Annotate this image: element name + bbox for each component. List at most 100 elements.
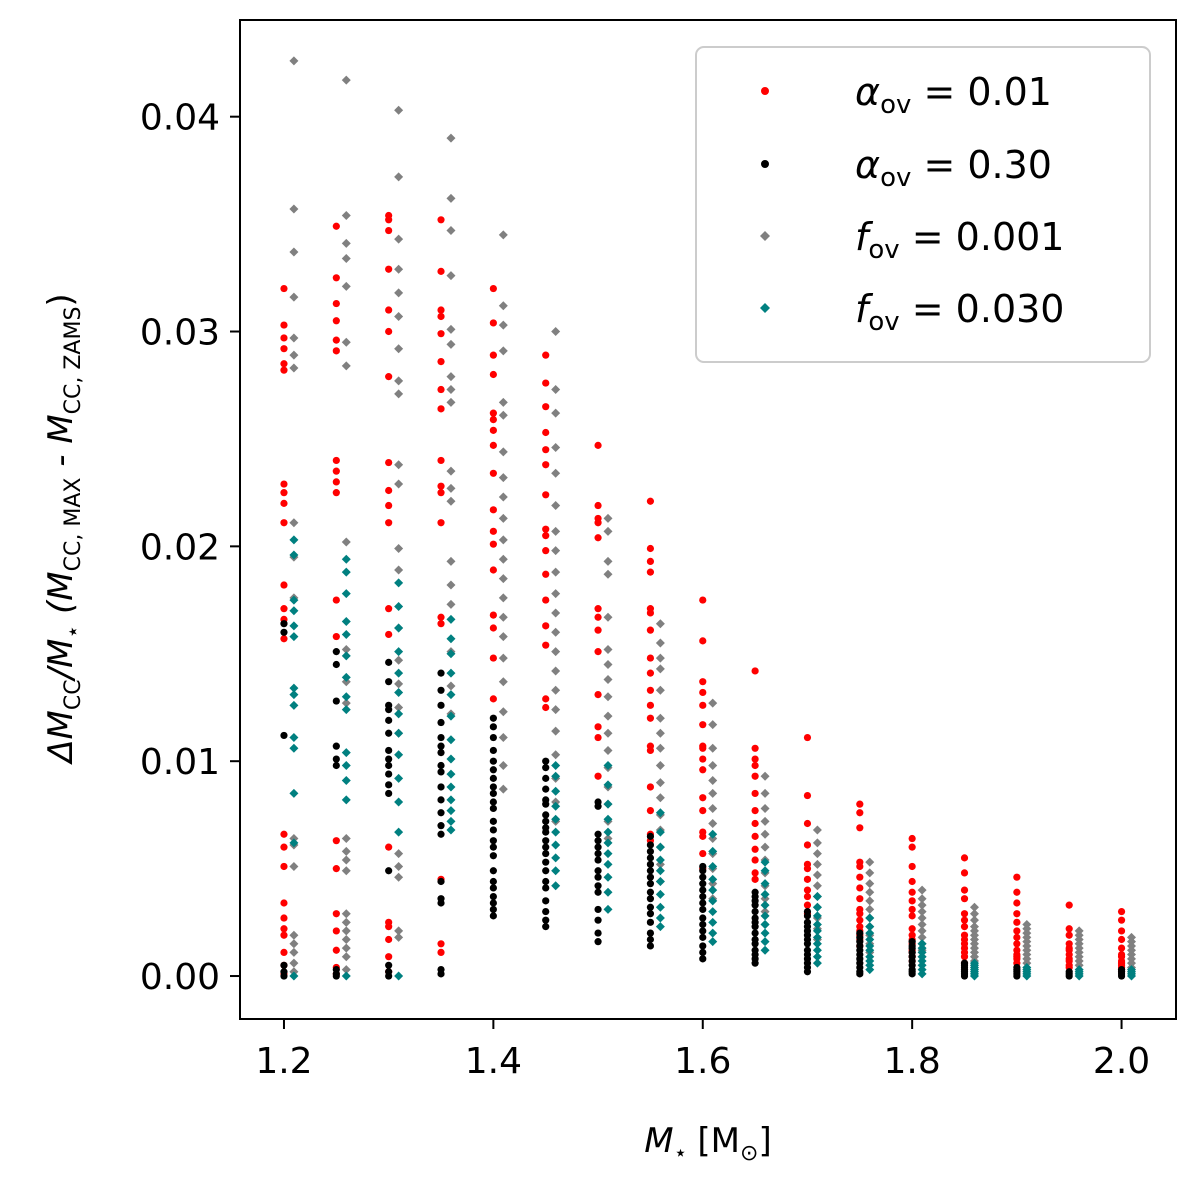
data-point (394, 578, 404, 588)
data-point (603, 814, 613, 824)
data-point (498, 301, 508, 311)
data-point (289, 939, 299, 949)
data-point (1013, 940, 1021, 948)
data-point (760, 911, 770, 921)
data-point (594, 905, 602, 914)
data-point (394, 827, 404, 837)
data-point (646, 807, 655, 815)
data-point (437, 330, 445, 338)
data-point (542, 379, 550, 387)
data-point (341, 846, 351, 856)
legend-value-alpha-030: = 0.30 (911, 143, 1052, 187)
data-point (280, 581, 288, 589)
data-point (594, 501, 602, 510)
data-point (803, 841, 812, 849)
data-point (708, 861, 718, 871)
data-point (751, 907, 759, 916)
data-point (341, 238, 351, 248)
data-point (498, 784, 508, 794)
data-point (1013, 946, 1021, 954)
data-point (551, 627, 561, 637)
data-point (655, 713, 665, 723)
data-point (603, 728, 613, 738)
data-point (812, 825, 822, 835)
data-point (960, 854, 969, 862)
data-point (489, 912, 497, 920)
data-point (751, 875, 759, 883)
data-point (385, 770, 393, 778)
data-point (489, 540, 497, 548)
data-point (760, 829, 770, 839)
data-point (708, 937, 718, 947)
data-point (856, 809, 864, 817)
data-point (908, 862, 916, 871)
data-point (751, 845, 759, 853)
data-point (594, 888, 602, 896)
data-point (856, 895, 864, 903)
data-point (699, 701, 707, 709)
data-point (603, 569, 613, 579)
data-point (385, 678, 393, 686)
data-point (760, 919, 770, 929)
data-point (865, 928, 875, 938)
data-point (699, 942, 707, 950)
data-point (489, 757, 497, 765)
data-point (751, 744, 759, 752)
data-point (489, 877, 497, 886)
data-point (969, 958, 979, 968)
data-point (812, 849, 822, 859)
data-point (1013, 933, 1021, 941)
data-point (594, 856, 602, 864)
data-point (594, 867, 602, 875)
data-point (603, 859, 613, 869)
data-point (551, 589, 561, 599)
data-point (385, 867, 393, 875)
data-point (603, 838, 613, 848)
data-point (708, 907, 718, 917)
data-point (803, 946, 812, 954)
data-point (594, 837, 602, 845)
data-point (708, 803, 718, 813)
data-point (646, 568, 655, 576)
data-point (969, 915, 979, 925)
data-point (865, 887, 875, 897)
data-point (1013, 899, 1021, 907)
data-point (542, 785, 550, 793)
data-point (385, 226, 393, 235)
y-label-close: ) (41, 293, 81, 306)
data-point (751, 807, 759, 815)
data-point (551, 468, 561, 478)
data-point (594, 849, 602, 858)
data-point (760, 857, 770, 867)
data-point (699, 742, 707, 750)
data-point (341, 909, 351, 919)
data-point (760, 889, 770, 899)
data-point (489, 899, 497, 907)
data-point (394, 288, 404, 298)
data-point (437, 948, 445, 957)
data-point (856, 929, 864, 937)
data-point (708, 917, 718, 927)
data-point (489, 837, 497, 845)
data-point (446, 769, 456, 779)
data-point (917, 919, 927, 929)
x-label-unit: [M (697, 1121, 740, 1161)
data-point (385, 519, 393, 527)
data-point (437, 830, 445, 838)
data-points (280, 56, 1137, 981)
data-point (341, 705, 351, 715)
data-point (341, 337, 351, 347)
data-point (498, 513, 508, 523)
data-point (385, 458, 393, 467)
data-point (803, 901, 812, 909)
data-point (446, 133, 456, 143)
data-point (865, 896, 875, 906)
data-point (280, 968, 288, 976)
data-point (394, 797, 404, 807)
data-point (332, 336, 340, 344)
legend-marker-f-0030 (760, 303, 770, 313)
data-point (394, 971, 404, 981)
data-point (646, 942, 655, 950)
x-tick-label: 2.0 (1093, 1041, 1150, 1082)
